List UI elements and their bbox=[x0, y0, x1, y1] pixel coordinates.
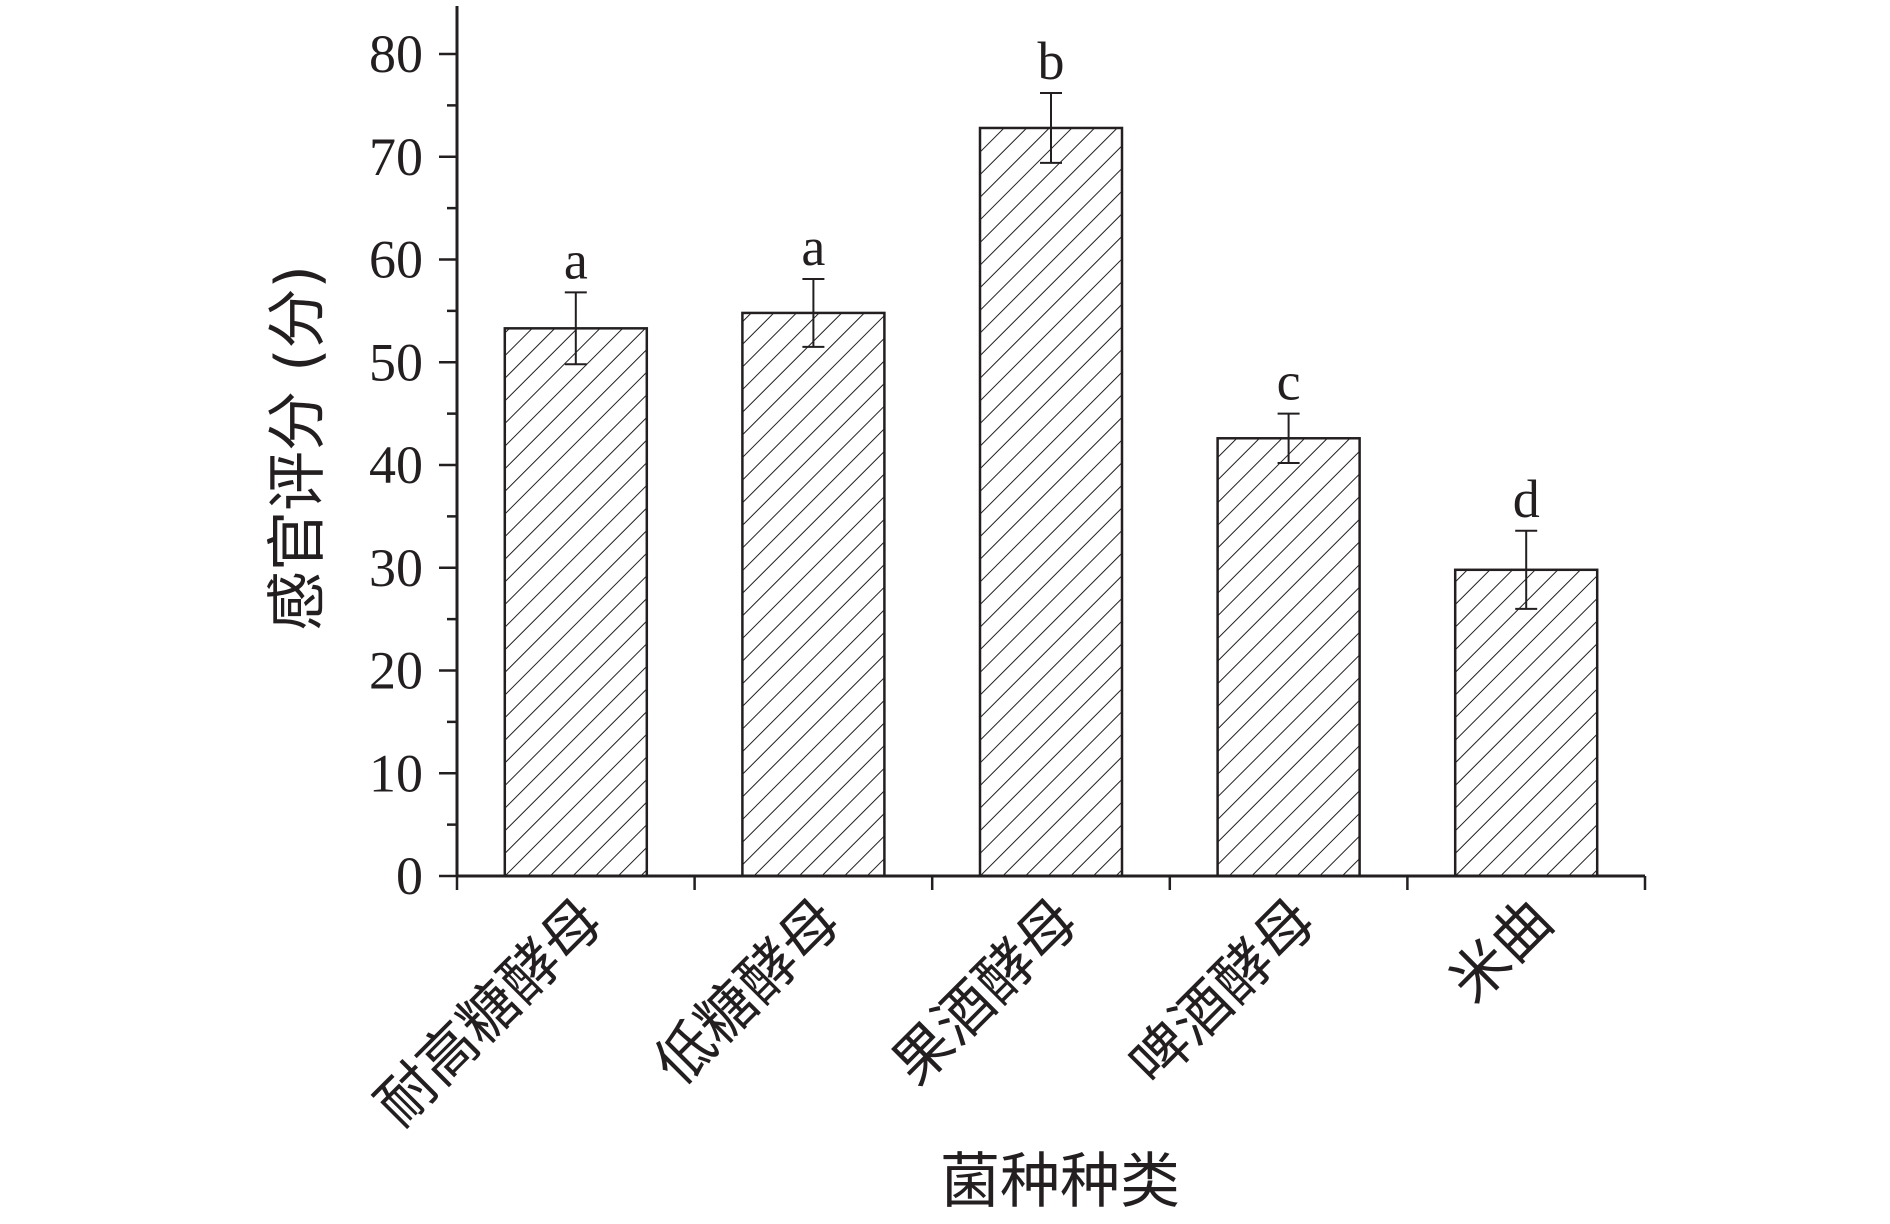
significance-label: c bbox=[1277, 352, 1301, 412]
significance-label: a bbox=[801, 217, 825, 277]
x-axis-title: 菌种种类 bbox=[940, 1147, 1180, 1217]
bar bbox=[1453, 568, 1599, 878]
y-tick-label: 20 bbox=[369, 641, 423, 701]
significance-labels-layer: a a b c d bbox=[564, 31, 1540, 529]
significance-label: a bbox=[564, 230, 588, 290]
y-ticks-layer: 0 10 20 30 40 50 60 70 80 bbox=[369, 24, 457, 906]
y-tick-label: 0 bbox=[396, 846, 423, 906]
y-tick-label: 30 bbox=[369, 538, 423, 598]
significance-label: b bbox=[1038, 31, 1065, 91]
category-label: 米曲 bbox=[1436, 886, 1566, 1016]
y-axis-title: 感官评分 (分) bbox=[263, 265, 333, 631]
y-tick-label: 70 bbox=[369, 127, 423, 187]
bar bbox=[978, 126, 1124, 878]
bar bbox=[503, 327, 649, 878]
y-tick-label: 40 bbox=[369, 435, 423, 495]
bar bbox=[741, 311, 886, 878]
category-label: 耐高糖酵母 bbox=[363, 886, 616, 1139]
error-bars-layer bbox=[564, 92, 1538, 610]
y-tick-label: 10 bbox=[369, 743, 423, 803]
category-label: 果酒酵母 bbox=[879, 886, 1091, 1098]
x-ticks-layer bbox=[455, 876, 1647, 890]
y-tick-label: 80 bbox=[369, 24, 423, 84]
y-tick-label: 50 bbox=[369, 332, 423, 392]
bars-layer bbox=[503, 126, 1599, 878]
category-labels-layer: 耐高糖酵母 低糖酵母 果酒酵母 啤酒酵母 米曲 bbox=[363, 886, 1567, 1139]
category-label: 啤酒酵母 bbox=[1116, 886, 1328, 1098]
category-label: 低糖酵母 bbox=[641, 886, 853, 1098]
y-tick-label: 60 bbox=[369, 230, 423, 290]
significance-label: d bbox=[1513, 469, 1540, 529]
bar bbox=[1216, 437, 1361, 878]
